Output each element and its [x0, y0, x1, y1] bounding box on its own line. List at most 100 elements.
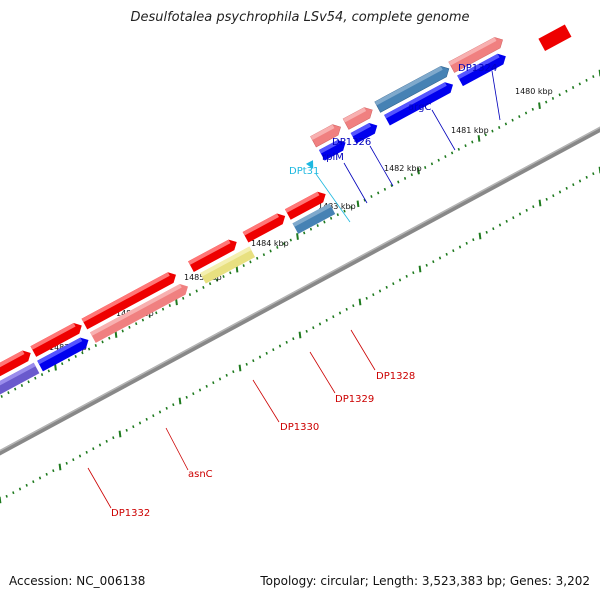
scale-tick	[258, 355, 262, 359]
scale-tick	[498, 126, 501, 129]
scale-tick	[398, 278, 402, 282]
gene-DP1330[interactable]	[200, 246, 256, 284]
scale-tick	[94, 344, 97, 347]
gene-DP1328[interactable]	[284, 189, 329, 220]
scale-label-1481: 1481 kbp	[451, 126, 489, 135]
gene-DP1326[interactable]	[342, 105, 375, 130]
scale-tick	[309, 227, 313, 231]
gene-DP1324[interactable]	[448, 34, 506, 73]
scale-tick	[135, 322, 138, 326]
gene-label-DP1332[interactable]: DP1332	[111, 508, 150, 519]
scale-tick	[383, 187, 387, 191]
scale-tick	[585, 175, 588, 179]
scale-tick	[332, 315, 335, 319]
scale-tick	[551, 96, 555, 100]
scale-tick	[20, 384, 24, 387]
scale-tick	[585, 78, 588, 82]
gene-asnC[interactable]	[81, 269, 179, 330]
scale-tick	[242, 264, 245, 268]
scale-tick	[178, 397, 182, 405]
gene-DP1326-blue[interactable]	[350, 120, 380, 144]
gene-DPt31[interactable]	[305, 160, 317, 171]
scale-tick	[417, 167, 420, 175]
scale-tick	[437, 158, 440, 162]
scale-tick	[161, 307, 165, 311]
scale-tick	[525, 208, 528, 212]
scale-tick	[532, 205, 535, 209]
scale-tick	[403, 176, 407, 180]
scale-tick	[105, 439, 108, 443]
gene-label-DP1329[interactable]: DP1329	[335, 394, 374, 405]
map-title: Desulfotalea psychrophila LSv54, complet…	[130, 10, 470, 25]
scale-tick	[305, 329, 308, 333]
scale-tick	[18, 487, 22, 491]
gene-DP1332-red-a[interactable]	[30, 320, 85, 357]
scale-tick	[365, 296, 368, 300]
gene-label-DP1324[interactable]: DP1324	[458, 63, 497, 74]
scale-label-1480: 1480 kbp	[515, 87, 553, 96]
gene-argC[interactable]	[374, 63, 452, 113]
gene-left-purple[interactable]	[0, 362, 40, 403]
gene-label-asnC[interactable]: asnC	[188, 469, 213, 480]
gene-label-DP1330[interactable]: DP1330	[280, 422, 319, 433]
scale-tick	[592, 172, 595, 176]
scale-tick	[114, 331, 118, 338]
gene-label-argC[interactable]: argC	[408, 102, 431, 113]
gene-argC-blue[interactable]	[384, 79, 456, 126]
gene-DP1330-red[interactable]	[188, 237, 239, 272]
scale-tick	[14, 387, 17, 391]
gene-DP1332-red-b[interactable]	[0, 348, 34, 384]
scale-tick	[485, 230, 488, 234]
scale-tick	[72, 458, 75, 462]
scale-tick	[356, 200, 360, 208]
scale-tick	[292, 337, 295, 341]
scale-tick	[175, 298, 178, 306]
scale-tick	[318, 322, 322, 326]
gene-label-rplM[interactable]: rplM	[322, 152, 344, 163]
scale-tick	[232, 370, 235, 374]
scale-tick	[524, 111, 528, 115]
gene-right-edge[interactable]	[538, 24, 572, 52]
scale-tick	[358, 298, 362, 306]
scale-tick	[278, 344, 282, 348]
scale-tick	[67, 358, 71, 362]
scale-tick	[92, 447, 95, 451]
scale-tick	[425, 263, 428, 267]
scale-tick	[27, 380, 30, 384]
gene-label-leaders	[87, 70, 501, 509]
gene-DP1324-blue[interactable]	[457, 51, 508, 87]
gene-label-DP1326[interactable]: DP1326	[332, 137, 371, 148]
scale-tick	[329, 216, 333, 220]
gene-asnC-light[interactable]	[90, 281, 191, 343]
scale-tick	[249, 260, 252, 264]
scale-tick	[377, 191, 380, 195]
gene-label-DP1328[interactable]: DP1328	[376, 371, 415, 382]
gene-rplM[interactable]	[310, 122, 343, 148]
scale-tick	[112, 436, 115, 440]
scale-tick	[538, 102, 541, 110]
scale-tick	[225, 373, 228, 377]
scale-tick	[558, 93, 561, 97]
scale-tick	[252, 359, 255, 363]
scale-tick	[74, 354, 77, 358]
scale-tick	[45, 472, 48, 476]
scale-tick	[445, 252, 448, 256]
scale-tick	[316, 224, 319, 228]
scale-tick	[430, 162, 434, 166]
scale-tick	[132, 425, 135, 429]
gene-DP1328-rna[interactable]	[292, 203, 336, 234]
gene-label-DPt31[interactable]: DPt31	[289, 166, 319, 177]
scale-tick	[338, 311, 342, 315]
gene-DP1329[interactable]	[242, 211, 288, 243]
scale-tick	[101, 340, 104, 344]
scale-tick	[343, 209, 346, 213]
scale-tick	[272, 348, 275, 352]
genome-summary-text: Topology: circular; Length: 3,523,383 bp…	[260, 574, 590, 588]
scale-tick	[121, 329, 124, 333]
scale-tick	[185, 395, 188, 399]
scale-tick	[438, 256, 442, 260]
gene-rplM-blue[interactable]	[318, 137, 348, 161]
gene-DP1332-blue[interactable]	[37, 335, 91, 372]
gene-features	[0, 24, 572, 403]
scale-tick	[128, 325, 131, 329]
